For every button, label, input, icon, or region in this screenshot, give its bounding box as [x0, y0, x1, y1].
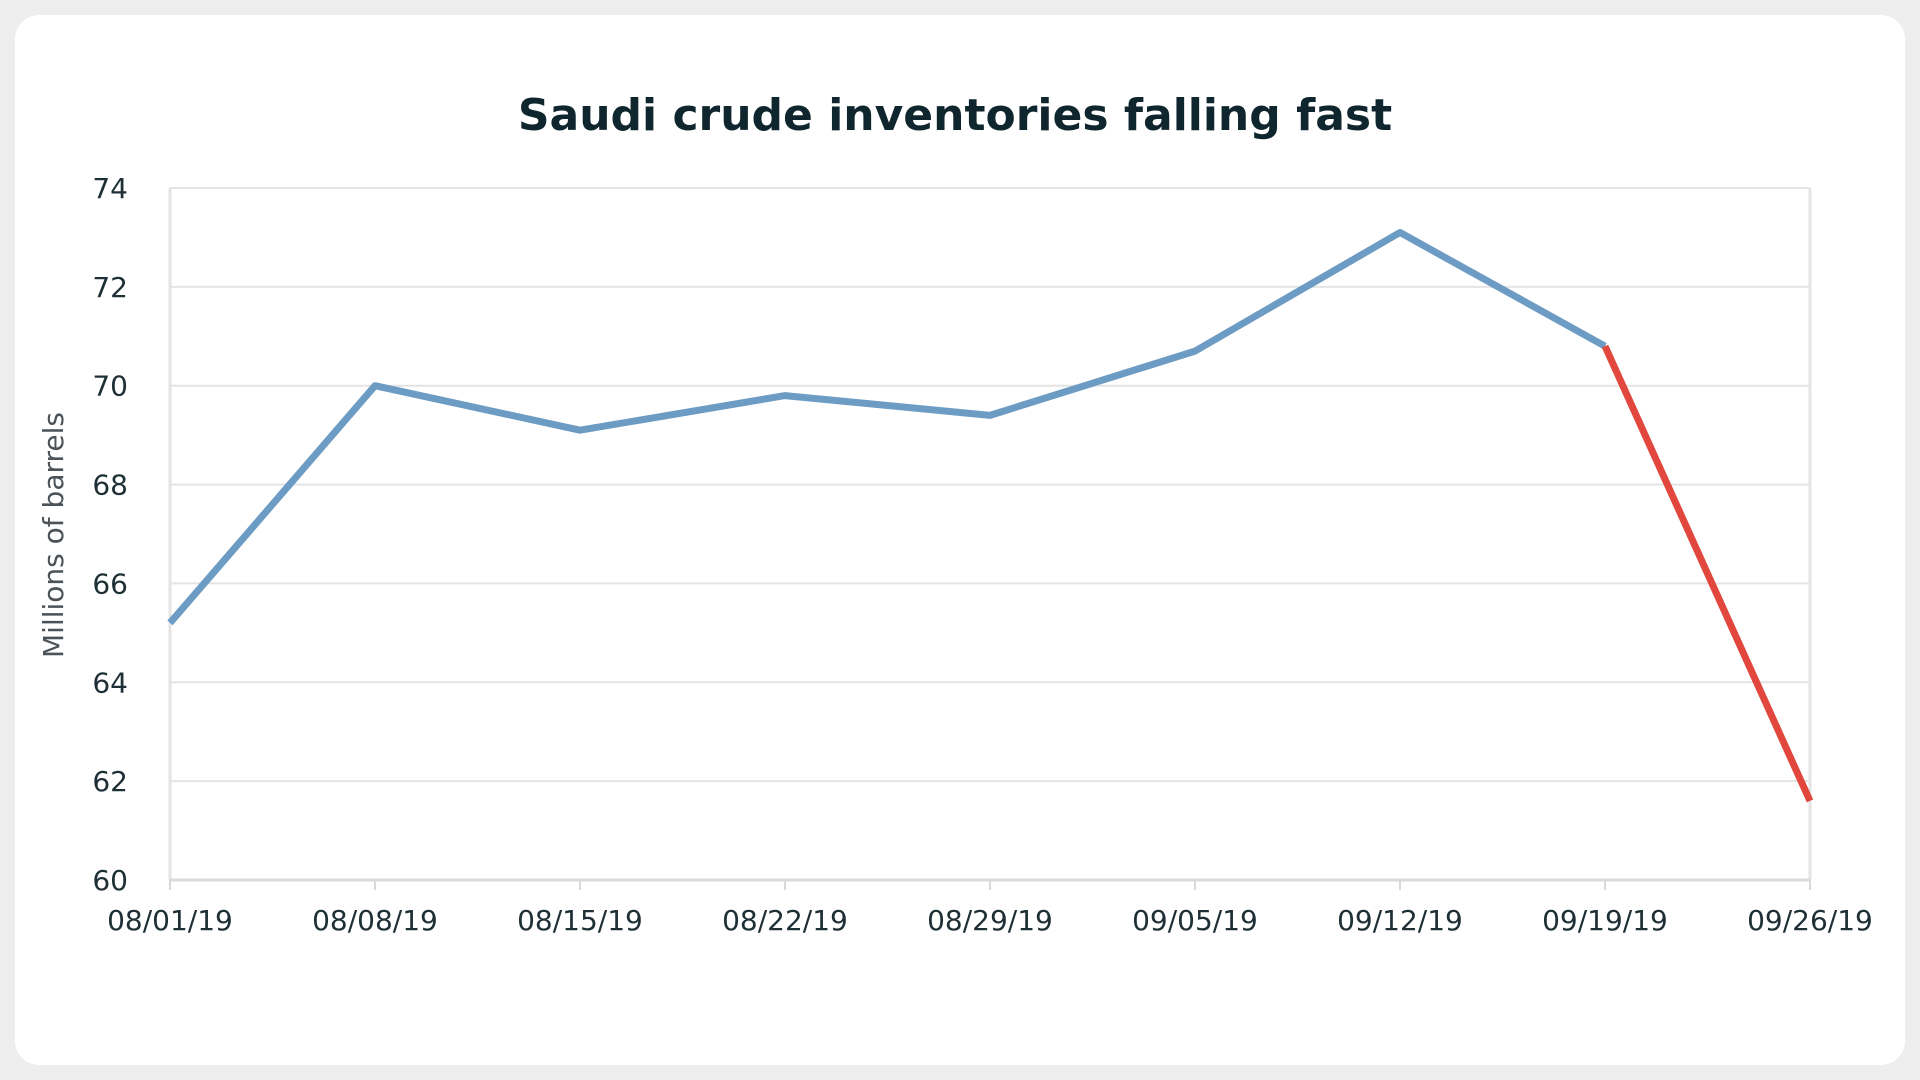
y-tick-label: 62 [92, 765, 128, 798]
x-tick-label: 09/12/19 [1337, 904, 1463, 937]
chart-card [15, 15, 1905, 1065]
y-tick-label: 74 [92, 172, 128, 205]
y-tick-label: 64 [92, 666, 128, 699]
y-tick-label: 70 [92, 370, 128, 403]
series-lines [167, 228, 1814, 803]
axes [168, 188, 1812, 882]
x-tick-label: 08/29/19 [927, 904, 1053, 937]
y-tick-label: 68 [92, 469, 128, 502]
y-tick-label: 60 [92, 864, 128, 897]
y-axis-label: Millions of barrels [37, 412, 70, 658]
x-tick-label: 08/15/19 [517, 904, 643, 937]
x-tick-label: 09/19/19 [1542, 904, 1668, 937]
x-tick-label: 08/08/19 [312, 904, 438, 937]
x-tick-label: 09/05/19 [1132, 904, 1258, 937]
x-tick-label: 09/26/19 [1747, 904, 1873, 937]
x-tick-label: 08/22/19 [722, 904, 848, 937]
decline-highlight-line [1601, 344, 1814, 803]
chart-title: Saudi crude inventories falling fast [518, 90, 1392, 141]
gridlines [170, 187, 1810, 783]
x-tick-label: 08/01/19 [107, 904, 233, 937]
y-tick-label: 66 [92, 567, 128, 600]
x-axis-ticks: 08/01/19 08/08/19 08/15/19 08/22/19 08/29/19… [107, 880, 1873, 937]
y-axis-ticks: 60 62 64 66 68 70 72 74 [92, 172, 128, 897]
inventory-line [167, 228, 1607, 626]
y-tick-label: 72 [92, 271, 128, 304]
